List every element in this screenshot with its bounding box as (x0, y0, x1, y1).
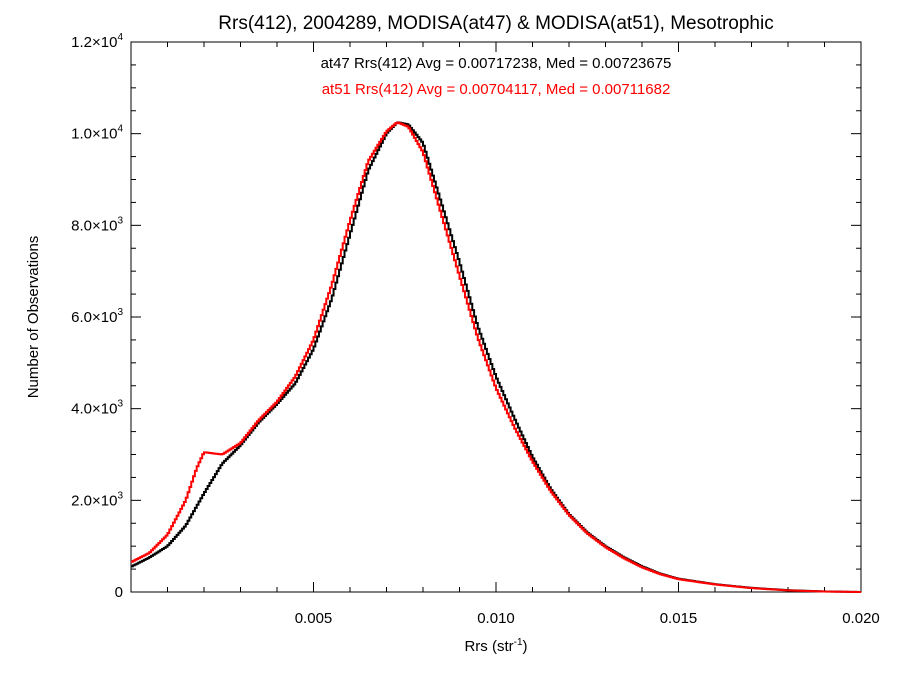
y-tick-label-main: 6.0×10 (71, 309, 117, 326)
y-tick-label: 2.0×103 (71, 490, 123, 509)
y-tick-label-main: 4.0×10 (71, 401, 117, 418)
chart-title: Rrs(412), 2004289, MODISA(at47) & MODISA… (218, 13, 773, 34)
y-tick-label-exp: 3 (117, 490, 123, 501)
x-tick-label: 0.020 (842, 610, 880, 627)
y-tick-label-main: 0 (115, 584, 123, 601)
y-tick-label-exp: 4 (117, 32, 123, 43)
x-tick-label: 0.015 (660, 610, 698, 627)
x-axis-label-main: Rrs (str (464, 638, 513, 655)
annotation-at51: at51 Rrs(412) Avg = 0.00704117, Med = 0.… (322, 81, 671, 98)
series-layer (131, 121, 861, 593)
y-tick-label-exp: 3 (117, 215, 123, 226)
y-tick-label-exp: 3 (117, 307, 123, 318)
y-tick-label-main: 1.2×10 (71, 34, 117, 51)
y-tick-label: 6.0×103 (71, 307, 123, 326)
y-axis-tick-labels: 02.0×1034.0×1036.0×1038.0×1031.0×1041.2×… (71, 32, 123, 601)
x-axis-label: Rrs (str-1) (464, 637, 527, 655)
y-tick-label: 8.0×103 (71, 215, 123, 234)
y-tick-label: 4.0×103 (71, 399, 123, 418)
y-tick-label: 1.2×104 (71, 32, 123, 51)
y-axis-label: Number of Observations (25, 236, 42, 399)
y-tick-label-main: 1.0×10 (71, 126, 117, 143)
series-line-0 (131, 121, 861, 593)
x-tick-label: 0.005 (295, 610, 333, 627)
x-axis-ticks (167, 42, 862, 592)
annotation-at47: at47 Rrs(412) Avg = 0.00717238, Med = 0.… (321, 55, 672, 72)
y-axis-ticks (131, 41, 861, 593)
y-tick-label-exp: 3 (117, 399, 123, 410)
series-line-1 (131, 121, 861, 593)
y-tick-label-exp: 4 (117, 124, 123, 135)
y-tick-label: 1.0×104 (71, 124, 123, 143)
y-tick-label-main: 2.0×10 (71, 492, 117, 509)
x-tick-label: 0.010 (477, 610, 515, 627)
plot-frame (130, 41, 862, 593)
y-tick-label-main: 8.0×10 (71, 217, 117, 234)
x-axis-label-end: ) (523, 638, 528, 655)
x-axis-tick-labels: 0.005 0.010 0.015 0.020 (295, 610, 880, 627)
y-tick-label: 0 (115, 584, 123, 601)
x-axis-label-sup: -1 (514, 637, 523, 648)
